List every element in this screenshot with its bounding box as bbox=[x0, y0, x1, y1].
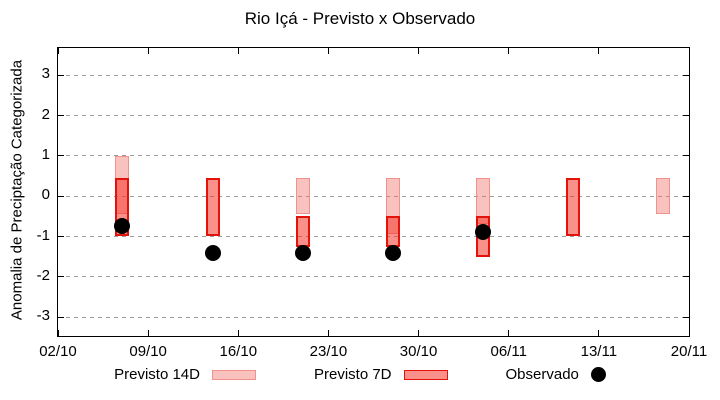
x-tick bbox=[598, 330, 600, 336]
y-tick bbox=[58, 155, 64, 157]
legend-item-observado: Observado bbox=[506, 366, 606, 383]
x-tick bbox=[327, 330, 329, 336]
x-tick bbox=[688, 48, 690, 54]
observado-point bbox=[474, 224, 491, 241]
observado-point bbox=[294, 244, 311, 261]
grid-line bbox=[58, 74, 689, 76]
x-tick-label: 13/11 bbox=[580, 343, 618, 360]
observado-point bbox=[114, 218, 131, 235]
grid-line bbox=[58, 316, 689, 318]
legend-swatch-previsto-7d bbox=[403, 369, 448, 380]
previsto7-bar bbox=[385, 216, 400, 247]
observado-point bbox=[384, 244, 401, 261]
previsto7-bar bbox=[205, 178, 220, 237]
grid-line bbox=[58, 155, 689, 157]
y-tick-label: -1 bbox=[36, 226, 50, 244]
previsto7-bar bbox=[295, 216, 310, 247]
y-tick bbox=[58, 236, 64, 237]
y-tick bbox=[58, 115, 64, 117]
y-tick-label: 2 bbox=[41, 105, 50, 123]
y-tick-label: 0 bbox=[41, 186, 50, 204]
x-tick-label: 09/10 bbox=[129, 343, 167, 360]
y-tick bbox=[683, 195, 689, 197]
y-tick-label: -3 bbox=[36, 307, 50, 325]
legend-swatch-previsto-14d bbox=[211, 369, 256, 380]
x-tick bbox=[147, 330, 149, 336]
y-tick bbox=[683, 276, 689, 278]
x-tick bbox=[418, 330, 420, 336]
legend-item-previsto-7d: Previsto 7D bbox=[314, 366, 448, 383]
x-tick-label: 16/10 bbox=[219, 343, 258, 360]
x-tick bbox=[418, 48, 420, 54]
grid-line bbox=[58, 195, 689, 197]
x-tick-label: 30/10 bbox=[399, 343, 438, 360]
x-tick-label: 20/11 bbox=[670, 343, 708, 360]
legend-item-previsto-14d: Previsto 14D bbox=[114, 366, 256, 383]
x-tick bbox=[327, 48, 329, 54]
legend-label-previsto-14d: Previsto 14D bbox=[114, 366, 200, 383]
legend-label-previsto-7d: Previsto 7D bbox=[313, 366, 392, 383]
x-tick bbox=[508, 330, 510, 336]
previsto7-bar bbox=[566, 178, 581, 237]
x-tick bbox=[57, 48, 59, 54]
y-tick bbox=[58, 74, 64, 76]
observado-point bbox=[204, 244, 221, 261]
x-tick bbox=[688, 330, 690, 336]
previsto14-bar bbox=[656, 178, 671, 215]
x-tick bbox=[508, 48, 510, 54]
y-tick bbox=[683, 236, 689, 237]
legend-label-observado: Observado bbox=[505, 366, 579, 383]
x-tick bbox=[57, 330, 59, 336]
x-tick-label: 06/11 bbox=[490, 343, 527, 360]
x-tick-label: 23/10 bbox=[309, 343, 348, 360]
legend: Previsto 14D Previsto 7D Observado bbox=[0, 366, 720, 383]
y-tick bbox=[58, 276, 64, 278]
y-tick bbox=[683, 316, 689, 318]
grid-line bbox=[58, 115, 689, 117]
x-tick bbox=[598, 48, 600, 54]
x-tick bbox=[237, 330, 239, 336]
plot-area: 3 2 1 0 -1 -2 -3 02/10 09/10 16/10 23/10 30/10 06/11… bbox=[37, 47, 707, 360]
chart-title: Rio Içá - Previsto x Observado bbox=[244, 9, 476, 28]
x-tick-label: 02/10 bbox=[39, 343, 77, 360]
previsto14-bar bbox=[295, 178, 310, 215]
grid-line bbox=[58, 276, 689, 278]
x-tick bbox=[147, 48, 149, 54]
y-tick bbox=[58, 195, 64, 197]
y-tick-label: 3 bbox=[41, 65, 50, 83]
legend-swatch-observado bbox=[590, 367, 606, 382]
y-tick bbox=[683, 155, 689, 157]
x-tick bbox=[237, 48, 239, 54]
grid-line bbox=[58, 236, 689, 237]
y-tick bbox=[58, 316, 64, 318]
y-tick-label: -2 bbox=[36, 266, 50, 284]
y-tick bbox=[683, 115, 689, 117]
y-tick-label: 1 bbox=[41, 145, 50, 163]
y-tick bbox=[683, 74, 689, 76]
